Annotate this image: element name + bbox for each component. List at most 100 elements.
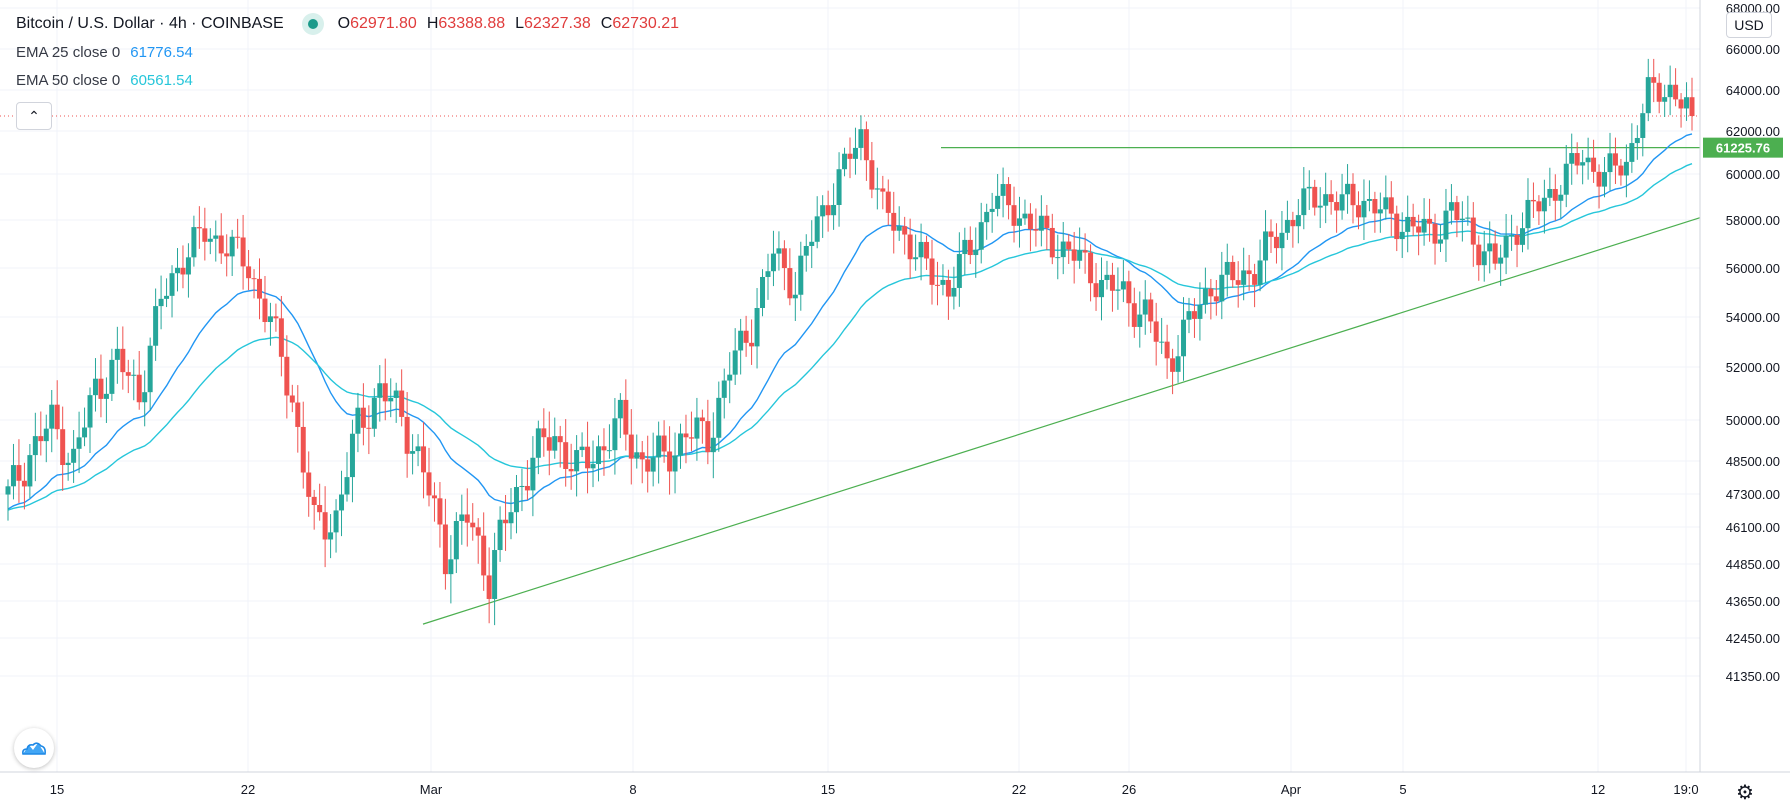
candle-body [1077, 250, 1083, 261]
candle-body [825, 205, 831, 216]
candle-body [1191, 311, 1197, 319]
candle-body [978, 222, 984, 250]
ema25-label: EMA 25 close 0 [16, 43, 121, 61]
candle-body [1443, 210, 1449, 240]
candle-body [1230, 261, 1236, 281]
candle-body [1487, 243, 1493, 252]
candle-body [404, 416, 410, 454]
candle-body [699, 417, 705, 422]
candle-body [1509, 235, 1515, 237]
candle-body [284, 356, 290, 396]
price-tick-label: 64000.00 [1726, 83, 1780, 98]
candle-body [1219, 274, 1225, 302]
candle-body [10, 465, 16, 487]
candle-body [1104, 274, 1110, 280]
candle-body [349, 433, 355, 478]
candle-body [278, 318, 284, 357]
candle-body [257, 278, 263, 299]
ascending-trendline[interactable] [422, 217, 1701, 625]
candle-body [1044, 215, 1050, 228]
candle-body [1268, 231, 1274, 237]
candle-body [355, 407, 361, 434]
candle-body [546, 437, 552, 451]
candle-body [1667, 84, 1673, 98]
candle-body [1279, 232, 1285, 249]
candle-body [328, 532, 334, 540]
candle-body [442, 524, 448, 575]
candle-body [754, 308, 760, 347]
symbol-name[interactable]: Bitcoin / U.S. Dollar [16, 15, 155, 32]
candle-body [1071, 249, 1077, 261]
candle-body [874, 188, 880, 190]
candle-body [951, 287, 957, 297]
candle-body [399, 390, 405, 417]
candle-body [1612, 153, 1618, 166]
candle-body [595, 446, 601, 465]
candle-body [448, 559, 454, 575]
candle-body [1563, 163, 1569, 195]
candle-body [322, 512, 328, 540]
candle-body [120, 348, 126, 373]
candle-body [842, 153, 848, 170]
price-tick-label: 52000.00 [1726, 360, 1780, 375]
ema25-legend[interactable]: EMA 25 close 0 61776.54 [16, 40, 689, 64]
candle-body [1591, 157, 1597, 172]
candle-body [21, 480, 27, 487]
ema50-legend[interactable]: EMA 50 close 0 60561.54 [16, 68, 689, 92]
candle-body [1000, 184, 1006, 196]
candle-body [492, 550, 498, 599]
candle-body [967, 239, 973, 256]
candle-body [1109, 274, 1115, 291]
candle-body [776, 248, 782, 254]
price-tick-label: 44850.00 [1726, 557, 1780, 572]
candle-body [995, 195, 1001, 209]
candle-body [503, 519, 509, 524]
candle-body [317, 504, 323, 513]
candle-body [1186, 311, 1192, 320]
tradingview-logo-icon[interactable] [14, 728, 54, 768]
candle-body [749, 342, 755, 347]
candle-body [803, 245, 809, 256]
candle-body [1295, 215, 1301, 227]
candle-body [1640, 113, 1646, 138]
candle-body [1126, 281, 1132, 304]
candle-body [1027, 213, 1033, 230]
candle-body [382, 383, 388, 402]
time-tick-label: 15 [821, 782, 835, 797]
candle-body [470, 522, 476, 528]
candle-body [891, 212, 897, 231]
candle-body [732, 350, 738, 375]
candle-body [202, 228, 208, 242]
gear-icon[interactable]: ⚙ [1736, 782, 1754, 804]
candle-body [82, 427, 88, 438]
candle-body [158, 298, 164, 307]
currency-button[interactable]: USD [1726, 12, 1772, 38]
candle-body [273, 316, 279, 319]
candle-body [1055, 257, 1061, 259]
cloud-icon [22, 742, 46, 755]
candle-body [54, 404, 60, 430]
candle-body [300, 426, 306, 473]
candle-body [49, 404, 55, 429]
candle-body [1153, 321, 1159, 342]
candle-body [863, 129, 869, 161]
candle-body [1514, 235, 1520, 245]
collapse-legend-button[interactable]: ⌃ [16, 102, 52, 130]
candle-body [289, 395, 295, 403]
candle-body [667, 451, 673, 472]
price-tick-label: 62000.00 [1726, 124, 1780, 139]
candle-body [1361, 200, 1367, 218]
candle-body [164, 295, 170, 299]
candle-body [415, 446, 421, 452]
interval[interactable]: 4h [168, 15, 187, 32]
candle-body [131, 374, 137, 376]
candle-body [902, 226, 908, 235]
candle-body [229, 236, 235, 257]
candle-body [1383, 197, 1389, 210]
candle-body [989, 208, 995, 212]
candle-body [1066, 241, 1072, 250]
candle-body [836, 169, 842, 205]
candle-body [1427, 218, 1433, 224]
candle-body [464, 514, 470, 523]
